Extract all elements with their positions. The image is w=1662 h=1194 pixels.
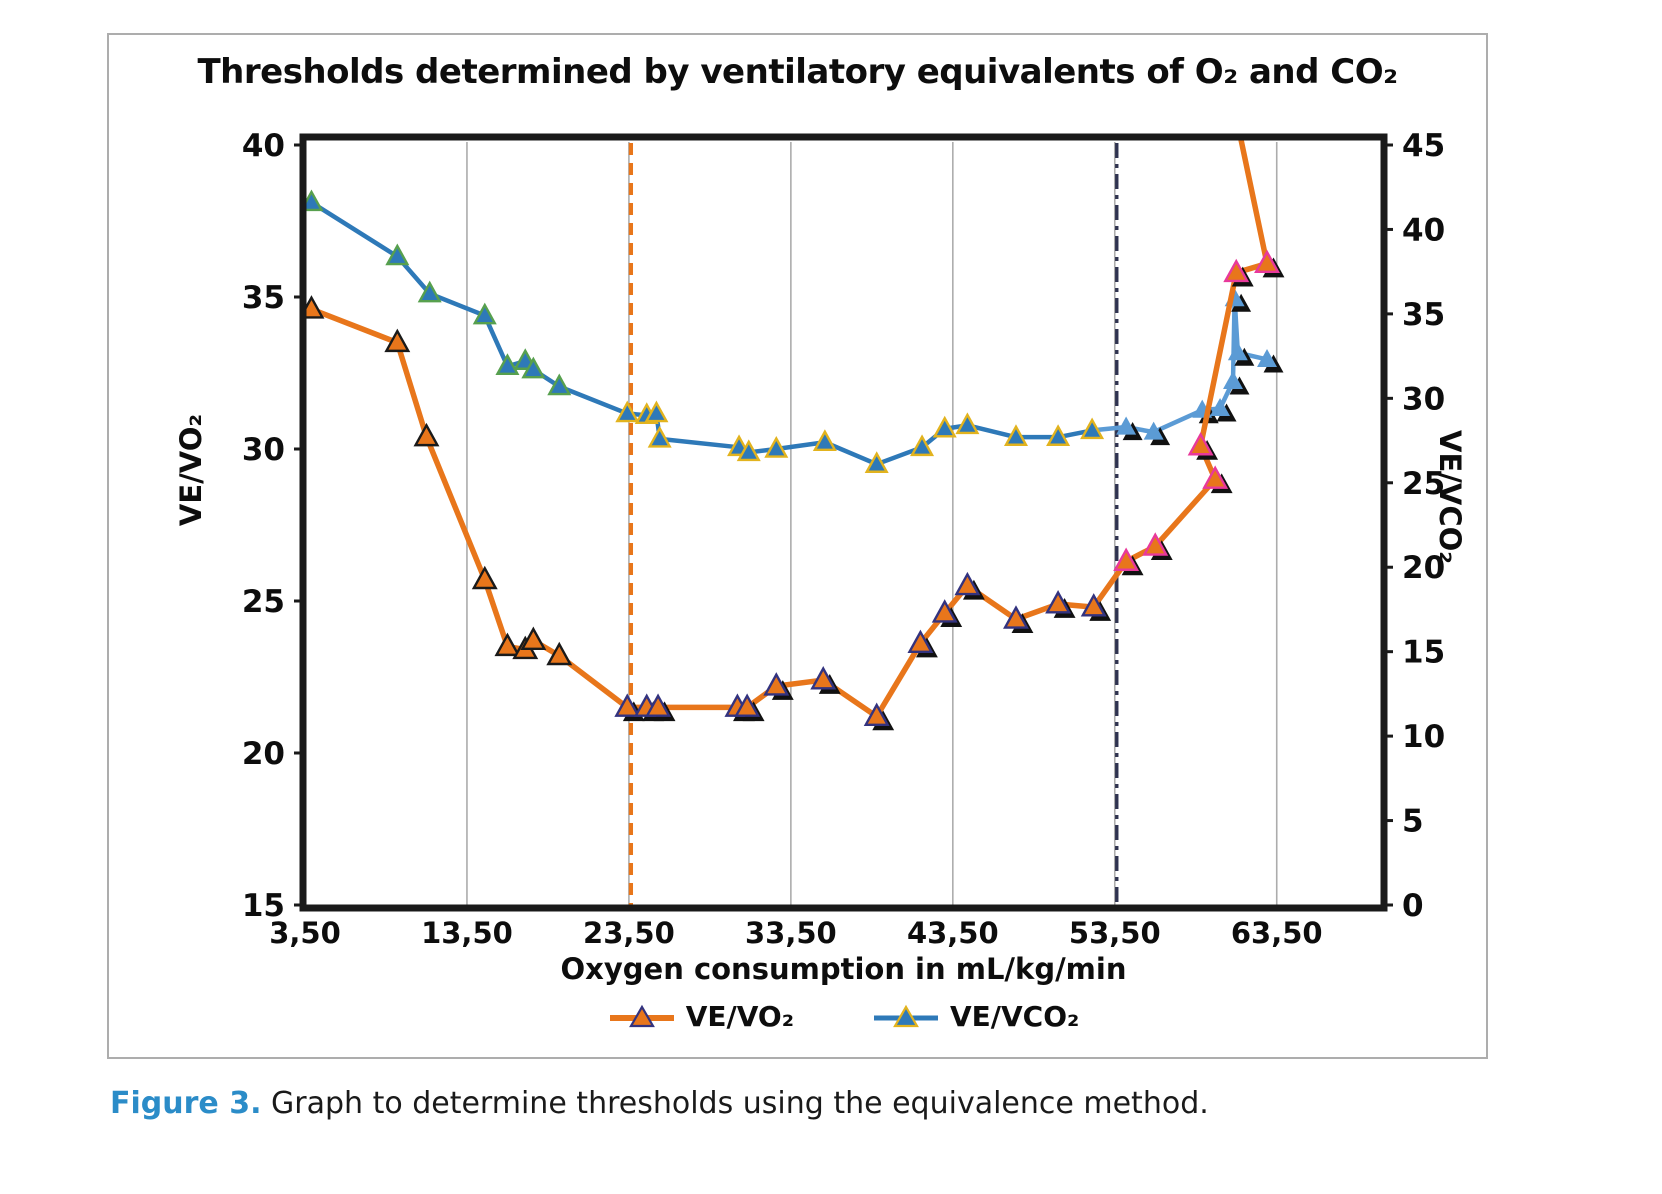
marker-ve-vco2	[1116, 416, 1137, 435]
legend-label-ve-vo2: VE/VO₂	[685, 1000, 794, 1033]
marker-ve-vo2	[954, 571, 981, 596]
marker-ve-vco2	[1210, 397, 1231, 417]
marker-ve-vco2	[495, 353, 520, 376]
marker-ve-vo2	[546, 641, 573, 666]
series-markers-ve-vco2	[303, 189, 1284, 473]
marker-ve-vo2	[1142, 532, 1169, 556]
marker-ve-vo2	[471, 565, 498, 590]
x-tick-label: 63,50	[1231, 916, 1323, 950]
marker-ve-vco2	[910, 434, 935, 457]
legend-item-ve-vo2: VE/VO₂	[608, 1000, 794, 1033]
marker-ve-vco2	[472, 302, 497, 325]
marker-ve-vo2	[1254, 249, 1280, 274]
x-tick-label: 43,50	[907, 916, 999, 950]
left-tick-label: 25	[242, 584, 285, 620]
right-tick-label: 5	[1402, 804, 1424, 840]
marker-ve-vo2	[1080, 593, 1107, 617]
figure-panel	[107, 33, 1488, 1059]
marker-ve-vo2	[863, 702, 890, 726]
legend-swatch-ve-vo2-icon	[609, 1004, 674, 1027]
right-axis-title: VE/VCO₂	[1433, 430, 1467, 564]
marker-ve-vco2	[736, 439, 761, 462]
legend-label-ve-vco2: VE/VCO₂	[949, 1000, 1080, 1033]
marker-ve-vo2	[734, 693, 761, 717]
marker-ve-vo2	[1003, 605, 1029, 629]
marker-ve-vo2	[1223, 258, 1250, 283]
marker-ve-vo2	[763, 672, 790, 696]
marker-ve-vco2	[764, 436, 789, 458]
marker-ve-vo2	[931, 599, 958, 623]
legend-swatch-ve-vco2-icon	[873, 1004, 938, 1027]
x-axis-title: Oxygen consumption in mL/kg/min	[560, 952, 1127, 986]
marker-ve-vco2	[417, 280, 442, 303]
marker-ve-vco2	[1223, 370, 1243, 390]
marker-ve-vco2	[615, 400, 640, 423]
marker-ve-vco2	[932, 415, 957, 438]
figure-caption-text: Graph to determine thresholds using the …	[261, 1086, 1209, 1121]
marker-ve-vco2	[521, 356, 546, 379]
marker-ve-vo2	[645, 693, 672, 717]
left-tick-label: 40	[242, 128, 285, 164]
marker-ve-vo2	[384, 328, 411, 353]
marker-ve-vco2	[864, 451, 889, 473]
x-tick-label: 23,50	[583, 916, 675, 950]
right-tick-label: 0	[1402, 888, 1424, 924]
x-tick-label: 13,50	[421, 916, 513, 950]
left-tick-label: 30	[242, 432, 285, 468]
legend: VE/VO₂ VE/VCO₂	[305, 1000, 1382, 1033]
marker-ve-vo2	[520, 626, 547, 650]
right-tick-label: 20	[1402, 550, 1445, 586]
series-markers-ve-vo2	[303, 249, 1285, 731]
right-tick-label: 30	[1402, 381, 1445, 417]
marker-ve-vo2	[413, 422, 440, 447]
marker-ve-vco2	[955, 412, 980, 435]
marker-ve-vco2	[1003, 424, 1028, 446]
marker-ve-vo2	[614, 693, 641, 717]
marker-ve-vo2	[810, 666, 837, 690]
left-tick-label: 20	[242, 736, 285, 772]
marker-ve-vo2	[1113, 547, 1140, 571]
marker-ve-vco2	[1080, 417, 1105, 440]
marker-ve-vco2	[385, 243, 410, 266]
chart-title: Thresholds determined by ventilatory equ…	[197, 52, 1398, 92]
legend-item-ve-vco2: VE/VCO₂	[872, 1000, 1079, 1033]
right-tick-label: 35	[1402, 297, 1445, 333]
marker-ve-vco2	[647, 425, 672, 448]
marker-ve-vco2	[1257, 348, 1277, 368]
x-tick-label: 33,50	[745, 916, 837, 950]
marker-ve-vo2	[1187, 431, 1214, 456]
right-tick-label: 15	[1402, 635, 1445, 671]
x-tick-label: 53,50	[1069, 916, 1161, 950]
marker-ve-vo2	[907, 629, 934, 654]
left-tick-label: 15	[242, 888, 285, 924]
left-tick-label: 35	[242, 280, 285, 316]
marker-ve-vo2	[494, 632, 521, 657]
marker-ve-vco2	[644, 400, 669, 423]
figure-caption: Figure 3. Graph to determine thresholds …	[110, 1086, 1560, 1121]
marker-ve-vco2	[1227, 342, 1248, 361]
series-line-ve-vco2	[309, 200, 1095, 467]
figure-caption-label: Figure 3.	[110, 1086, 262, 1121]
right-tick-label: 45	[1402, 128, 1445, 164]
marker-ve-vco2	[547, 373, 572, 396]
right-tick-label: 40	[1402, 212, 1445, 248]
marker-ve-vco2	[1046, 424, 1071, 446]
left-axis-title: VE/VO₂	[174, 413, 208, 527]
right-tick-label: 10	[1402, 719, 1445, 755]
right-tick-label: 25	[1402, 466, 1445, 502]
marker-ve-vco2	[1143, 421, 1164, 440]
series-line-ve-vo2	[308, 140, 1270, 720]
marker-ve-vco2	[812, 429, 837, 452]
marker-ve-vo2	[1202, 465, 1229, 489]
marker-ve-vo2	[1045, 590, 1072, 614]
plot-border	[299, 133, 1388, 912]
x-tick-label: 3,50	[269, 916, 341, 950]
